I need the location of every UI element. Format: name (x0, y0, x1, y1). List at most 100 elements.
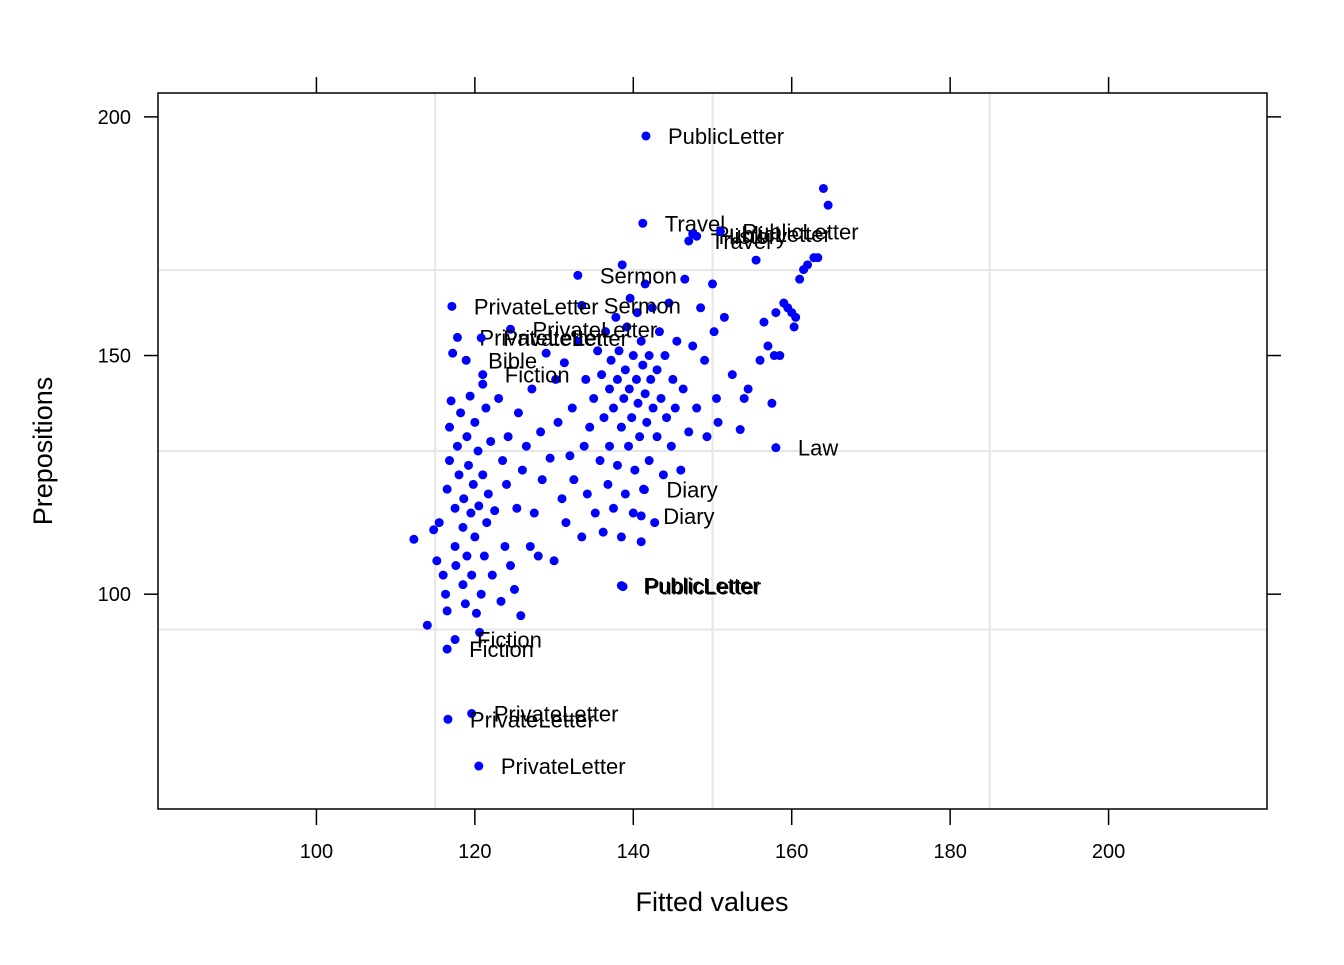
point (630, 465, 640, 475)
point (450, 503, 460, 513)
point (445, 456, 455, 466)
point-label: Sermon (604, 293, 681, 318)
point (614, 346, 624, 356)
point (624, 441, 634, 451)
point (599, 413, 609, 423)
point (709, 327, 719, 337)
point (611, 312, 621, 322)
point (462, 551, 472, 561)
point (711, 393, 721, 403)
point (603, 479, 613, 489)
point (751, 255, 761, 265)
point (450, 635, 460, 645)
point (471, 608, 481, 618)
point (638, 360, 648, 370)
x-tick-label: 160 (775, 841, 808, 863)
point (739, 393, 749, 403)
point (662, 413, 672, 423)
point (409, 534, 419, 544)
point (632, 308, 642, 318)
point-label: PrivateLetter (503, 326, 628, 351)
point (791, 312, 801, 322)
point (569, 475, 579, 485)
point (474, 761, 484, 771)
point (478, 370, 488, 380)
point (487, 570, 497, 580)
point (618, 582, 628, 592)
point (624, 384, 634, 394)
point (503, 432, 513, 442)
point (496, 596, 506, 606)
point (551, 374, 561, 384)
point (644, 351, 654, 361)
point-label: PrivateLetter (479, 325, 604, 350)
point (676, 465, 686, 475)
point (640, 279, 650, 289)
point (713, 417, 723, 427)
point (612, 374, 622, 384)
x-tick-label: 200 (1092, 841, 1125, 863)
point (579, 441, 589, 451)
point (598, 527, 608, 537)
point-label: Bible (488, 348, 537, 373)
point (442, 606, 452, 616)
point (692, 403, 702, 413)
point (582, 489, 592, 499)
point (432, 556, 442, 566)
point (461, 355, 471, 365)
point-label: Diary (666, 478, 717, 503)
point (500, 541, 510, 551)
point (617, 260, 627, 270)
point-label: PrivateLetter (533, 317, 658, 342)
point (577, 532, 587, 542)
point (537, 475, 547, 485)
point (803, 260, 813, 270)
point (466, 508, 476, 518)
point (527, 384, 537, 394)
point (727, 370, 737, 380)
point (476, 333, 486, 343)
point (638, 218, 648, 228)
point (565, 451, 575, 461)
point (451, 561, 461, 571)
point (688, 341, 698, 351)
point (680, 274, 690, 284)
point (525, 541, 535, 551)
point (553, 417, 563, 427)
point (708, 279, 717, 289)
point-label: Law (798, 436, 838, 461)
point (490, 506, 500, 516)
point (458, 580, 468, 590)
point (666, 441, 676, 451)
point-label: Fiction (505, 363, 570, 388)
point (577, 300, 587, 310)
point (658, 470, 668, 480)
point (633, 398, 643, 408)
point (608, 403, 618, 413)
point (585, 422, 595, 432)
y-tick-label: 100 (98, 584, 131, 606)
point (452, 332, 462, 342)
point (605, 441, 615, 451)
point (448, 348, 458, 358)
point (771, 308, 781, 318)
point (468, 479, 478, 489)
point (473, 446, 483, 456)
point (567, 403, 577, 413)
point (438, 570, 448, 580)
point (608, 503, 618, 513)
point (648, 403, 658, 413)
point (654, 327, 664, 337)
point (823, 200, 833, 210)
point-label: Fiction (469, 637, 534, 662)
point (481, 403, 491, 413)
point (775, 351, 785, 361)
point (475, 627, 485, 637)
point (479, 551, 489, 561)
point (549, 556, 559, 566)
point (573, 270, 583, 280)
point (652, 365, 662, 375)
point (628, 351, 638, 361)
